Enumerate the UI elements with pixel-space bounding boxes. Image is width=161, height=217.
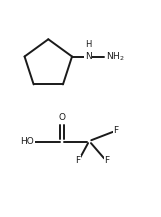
Text: NH$_2$: NH$_2$ (106, 50, 124, 63)
Text: N: N (85, 52, 91, 61)
Text: F: F (75, 156, 80, 164)
Text: H: H (85, 40, 91, 49)
Text: O: O (58, 113, 66, 122)
Text: F: F (104, 156, 110, 165)
Text: F: F (113, 126, 118, 135)
Text: HO: HO (20, 137, 34, 146)
